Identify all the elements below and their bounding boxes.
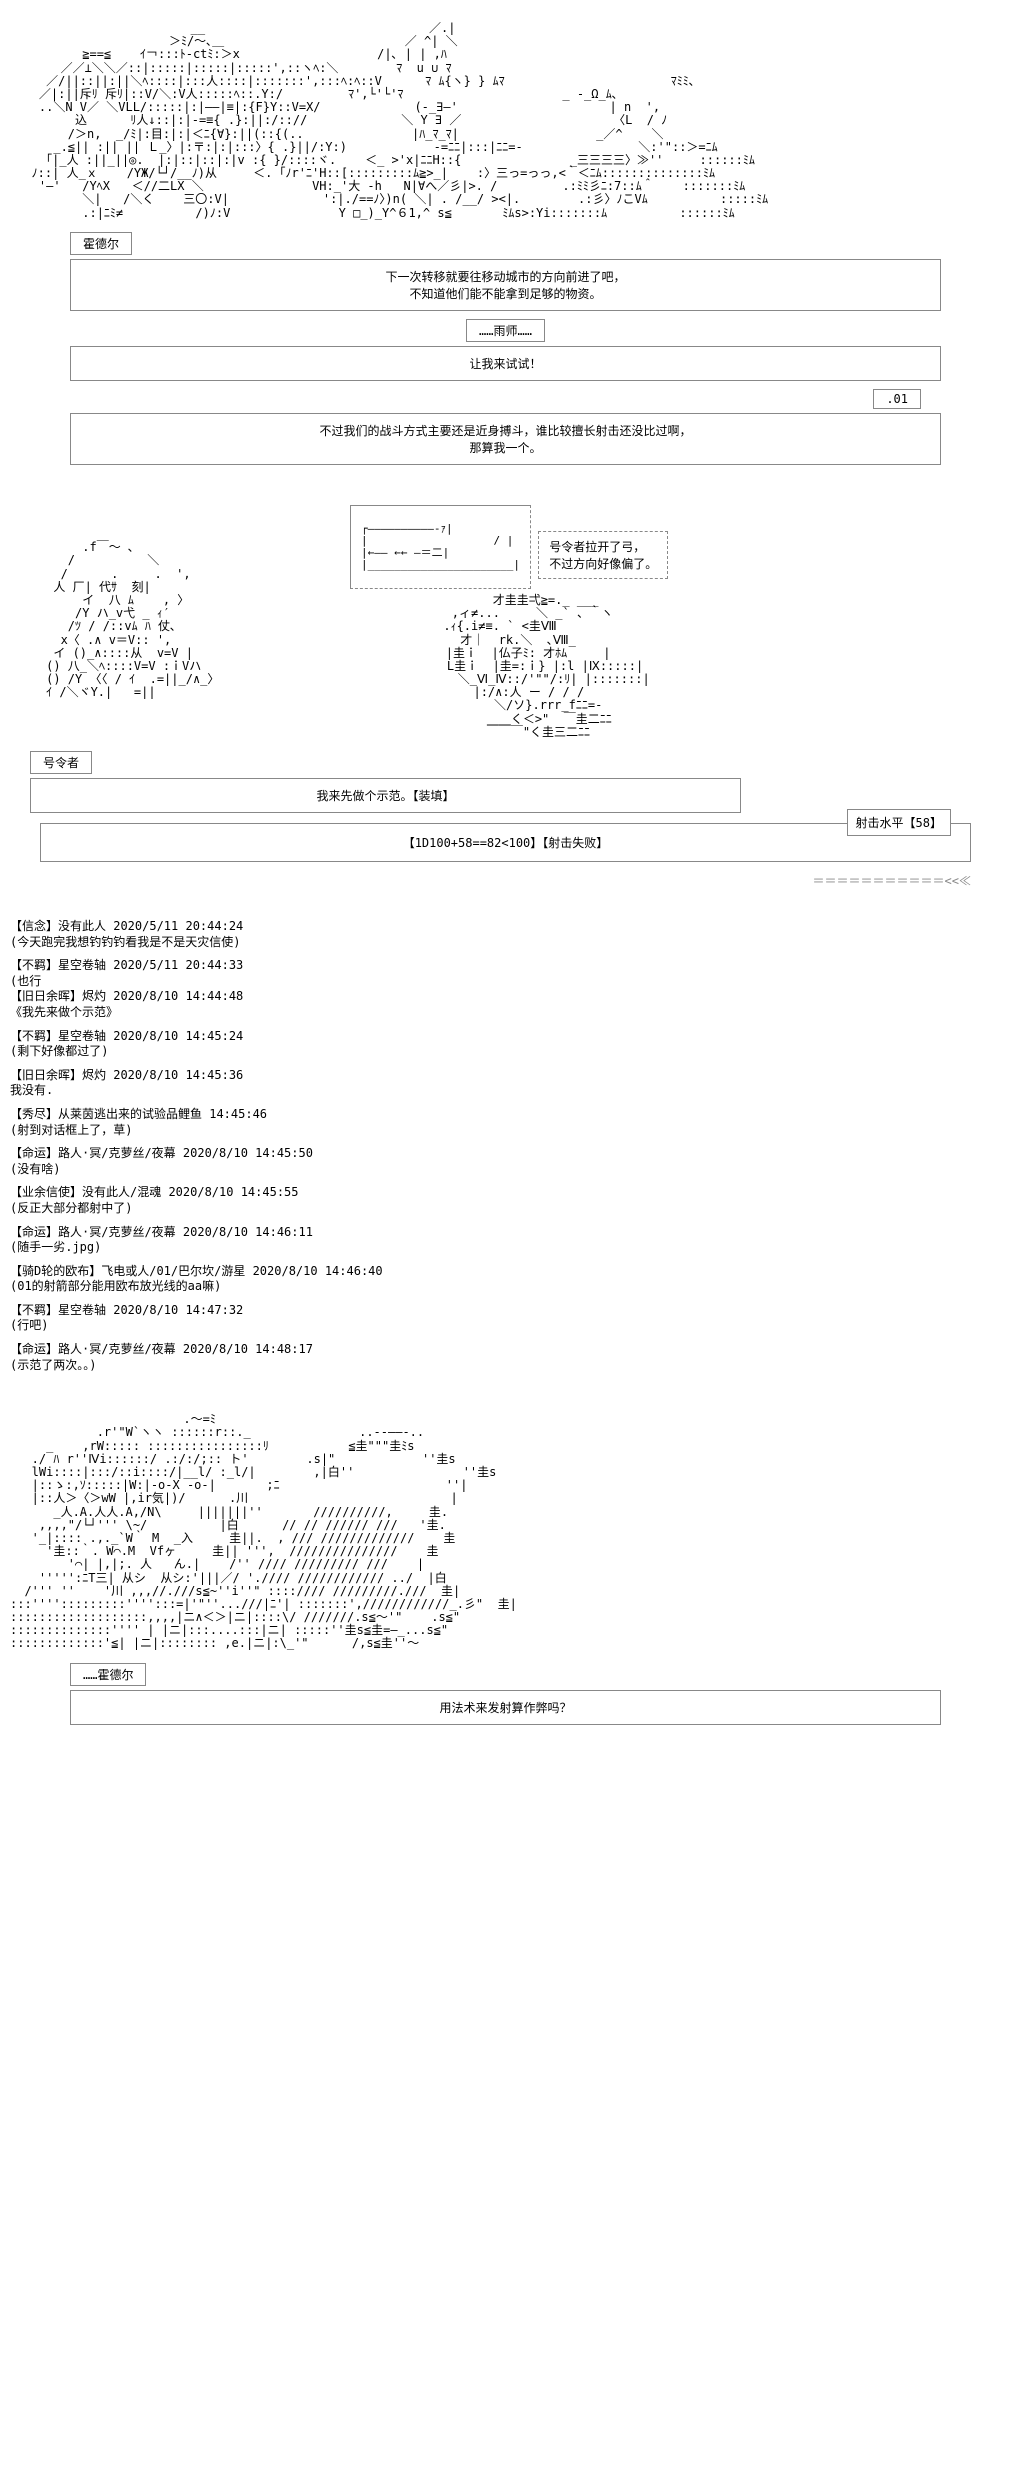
comment-meta: 【秀尽】从莱茵逃出来的试验品鲤鱼 14:45:46: [10, 1107, 1001, 1123]
comment-meta: 【不羁】星空卷轴 2020/5/11 20:44:33: [10, 958, 1001, 974]
dialogue-2: 让我来试试！: [70, 346, 941, 381]
comment-meta: 【命运】路人·冥/克萝丝/夜幕 2020/8/10 14:46:11: [10, 1225, 1001, 1241]
comment-body: (剩下好像都过了): [10, 1044, 1001, 1060]
comment-meta: 【命运】路人·冥/克萝丝/夜幕 2020/8/10 14:45:50: [10, 1146, 1001, 1162]
comment-meta: 【不羁】星空卷轴 2020/8/10 14:45:24: [10, 1029, 1001, 1045]
dialogue-3: 不过我们的战斗方式主要还是近身搏斗，谁比较擅长射击还没比过啊， 那算我一个。: [70, 413, 941, 465]
roll-container: 射击水平【58】 【1D100+58==82<100】【射击失败】: [40, 823, 971, 862]
comment-item: 【不羁】星空卷轴 2020/8/10 14:45:24 (剩下好像都过了): [10, 1029, 1001, 1060]
comment-body: 我没有.: [10, 1083, 1001, 1099]
comment-meta: 【信念】没有此人 2020/5/11 20:44:24: [10, 919, 1001, 935]
roll-label-text: 射击水平【58】: [856, 816, 942, 830]
comment-body: (01的射箭部分能用欧布放光线的aa嘛): [10, 1279, 1001, 1295]
dialogue-1: 下一次转移就要往移动城市的方向前进了吧， 不知道他们能不能拿到足够的物资。: [70, 259, 941, 311]
dialogue-text: 下一次转移就要往移动城市的方向前进了吧， 不知道他们能不能拿到足够的物资。: [385, 270, 625, 301]
speaker-commander: 号令者: [30, 751, 92, 774]
comment-body: (今天跑完我想钓钓钓看我是不是天灾信使): [10, 935, 1001, 951]
dialogue-text: 我来先做个示范。【装填】: [316, 789, 454, 803]
comment-meta: 【旧日余晖】烬灼 2020/8/10 14:45:36: [10, 1068, 1001, 1084]
speaker-hodel: 霍德尔: [70, 232, 132, 255]
comment-item: 【命运】路人·冥/克萝丝/夜幕 2020/8/10 14:46:11 (随手一劣…: [10, 1225, 1001, 1256]
comment-item: 【不羁】星空卷轴 2020/5/11 20:44:33 (也行 【旧日余晖】烬灼…: [10, 958, 1001, 1020]
dialogue-hodel-2: 用法术来发射算作弊吗？: [70, 1690, 941, 1725]
speaker-yushi: ……雨师……: [466, 319, 545, 342]
speaker-label: ……霍德尔: [83, 1668, 133, 1682]
comment-item: 【骑D轮的欧布】飞电或人/01/巴尔坎/游星 2020/8/10 14:46:4…: [10, 1264, 1001, 1295]
panel-2: ┌――――――――――-ｧ| | / | |←―― ←← ―＝二| |_____…: [10, 505, 1001, 889]
panel-3: .～=ﾐ .r'"W`ヽヽ ::::::r::._ ..--――-.. _ ,r…: [10, 1413, 1001, 1724]
ascii-art-3: .～=ﾐ .r'"W`ヽヽ ::::::r::._ ..--――-.. _ ,r…: [10, 1413, 1001, 1650]
comment-body: (反正大部分都射中了): [10, 1201, 1001, 1217]
roll-result: 【1D100+58==82<100】【射击失败】: [403, 836, 609, 850]
roll-box: 【1D100+58==82<100】【射击失败】: [40, 823, 971, 862]
comment-meta: 【骑D轮的欧布】飞电或人/01/巴尔坎/游星 2020/8/10 14:46:4…: [10, 1264, 1001, 1280]
roll-label: 射击水平【58】: [847, 809, 951, 836]
comment-item: 【不羁】星空卷轴 2020/8/10 14:47:32 (行吧): [10, 1303, 1001, 1334]
dialogue-text: 不过我们的战斗方式主要还是近身搏斗，谁比较擅长射击还没比过啊， 那算我一个。: [319, 424, 691, 455]
comment-item: 【命运】路人·冥/克萝丝/夜幕 2020/8/10 14:48:17 (示范了两…: [10, 1342, 1001, 1373]
roll-deco: ＝＝＝＝＝＝＝＝＝＝＝<<≪: [10, 872, 971, 889]
comment-item: 【命运】路人·冥/克萝丝/夜幕 2020/8/10 14:45:50 (没有啥): [10, 1146, 1001, 1177]
speaker-label: ……雨师……: [479, 324, 532, 338]
ascii-art-1: __ ／.| ＞ﾐ/～､＿ ／ ^| ＼ ≧==≦ ｲ￢:::ﾄ-ctﾐ:＞x …: [10, 22, 1001, 220]
speaker-label: .01: [886, 392, 908, 406]
comment-item: 【信念】没有此人 2020/5/11 20:44:24 (今天跑完我想钓钓钓看我…: [10, 919, 1001, 950]
comment-item: 【业余信使】没有此人/混魂 2020/8/10 14:45:55 (反正大部分都…: [10, 1185, 1001, 1216]
ascii-art-2-left: .f￣～ ､ / ＼ / . . ', 人 厂| 代ｻ 刻| イ 八 ﾑ , 〉…: [10, 541, 650, 739]
comment-body: (也行 【旧日余晖】烬灼 2020/8/10 14:44:48 《我先来做个示范…: [10, 974, 1001, 1021]
comment-item: 【旧日余晖】烬灼 2020/8/10 14:45:36 我没有.: [10, 1068, 1001, 1099]
dialogue-text: 用法术来发射算作弊吗？: [439, 1701, 571, 1715]
comment-body: (射到对话框上了，草): [10, 1123, 1001, 1139]
comment-body: (随手一劣.jpg): [10, 1240, 1001, 1256]
comment-body: (没有啥): [10, 1162, 1001, 1178]
speaker-01: .01: [873, 389, 921, 409]
comment-meta: 【不羁】星空卷轴 2020/8/10 14:47:32: [10, 1303, 1001, 1319]
comments-section: 【信念】没有此人 2020/5/11 20:44:24 (今天跑完我想钓钓钓看我…: [10, 919, 1001, 1373]
comment-item: 【秀尽】从莱茵逃出来的试验品鲤鱼 14:45:46 (射到对话框上了，草): [10, 1107, 1001, 1138]
dialogue-commander: 我来先做个示范。【装填】: [30, 778, 741, 813]
comment-body: (示范了两次。。): [10, 1358, 1001, 1374]
dialogue-text: 让我来试试！: [469, 357, 541, 371]
speaker-label: 霍德尔: [83, 237, 119, 251]
comment-body: (行吧): [10, 1318, 1001, 1334]
comment-meta: 【命运】路人·冥/克萝丝/夜幕 2020/8/10 14:48:17: [10, 1342, 1001, 1358]
comment-meta: 【业余信使】没有此人/混魂 2020/8/10 14:45:55: [10, 1185, 1001, 1201]
panel-1: __ ／.| ＞ﾐ/～､＿ ／ ^| ＼ ≧==≦ ｲ￢:::ﾄ-ctﾐ:＞x …: [10, 22, 1001, 465]
speaker-label: 号令者: [43, 756, 79, 770]
speaker-hodel-2: ……霍德尔: [70, 1663, 146, 1686]
